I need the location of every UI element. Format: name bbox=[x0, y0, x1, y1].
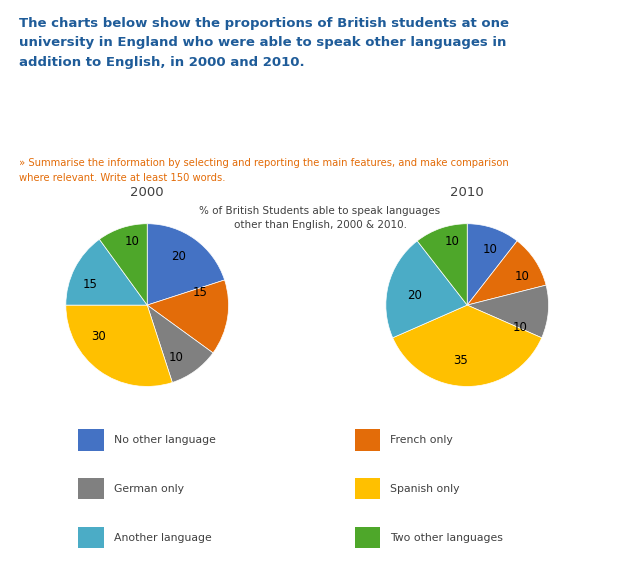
Text: » Summarise the information by selecting and reporting the main features, and ma: » Summarise the information by selecting… bbox=[19, 158, 509, 182]
FancyBboxPatch shape bbox=[355, 527, 381, 548]
Text: Spanish only: Spanish only bbox=[390, 484, 460, 494]
FancyBboxPatch shape bbox=[78, 527, 104, 548]
Text: 10: 10 bbox=[445, 235, 460, 248]
Wedge shape bbox=[417, 224, 467, 305]
Wedge shape bbox=[66, 305, 172, 386]
Text: 20: 20 bbox=[171, 250, 186, 263]
Text: 15: 15 bbox=[193, 286, 207, 299]
Text: 10: 10 bbox=[515, 270, 530, 283]
Text: 30: 30 bbox=[91, 329, 106, 342]
FancyBboxPatch shape bbox=[355, 429, 381, 451]
Wedge shape bbox=[66, 240, 147, 305]
Text: 10: 10 bbox=[168, 351, 183, 364]
Text: 10: 10 bbox=[483, 244, 497, 257]
Text: 20: 20 bbox=[407, 289, 422, 302]
Wedge shape bbox=[467, 285, 548, 338]
FancyBboxPatch shape bbox=[78, 478, 104, 499]
Wedge shape bbox=[147, 280, 228, 353]
Text: The charts below show the proportions of British students at one
university in E: The charts below show the proportions of… bbox=[19, 17, 509, 69]
Text: 10: 10 bbox=[513, 321, 527, 334]
Wedge shape bbox=[99, 224, 147, 305]
Wedge shape bbox=[467, 241, 546, 305]
Wedge shape bbox=[147, 305, 213, 383]
Text: Another language: Another language bbox=[114, 533, 212, 542]
FancyBboxPatch shape bbox=[355, 478, 381, 499]
Wedge shape bbox=[147, 224, 225, 305]
Title: 2000: 2000 bbox=[131, 186, 164, 199]
Title: 2010: 2010 bbox=[451, 186, 484, 199]
Text: 15: 15 bbox=[83, 278, 98, 292]
Text: 35: 35 bbox=[453, 354, 468, 367]
Text: 10: 10 bbox=[125, 235, 140, 248]
Text: German only: German only bbox=[114, 484, 184, 494]
Wedge shape bbox=[393, 305, 541, 386]
Wedge shape bbox=[467, 224, 517, 305]
Text: % of British Students able to speak languages
other than English, 2000 & 2010.: % of British Students able to speak lang… bbox=[200, 206, 440, 230]
Text: No other language: No other language bbox=[114, 435, 216, 445]
Text: French only: French only bbox=[390, 435, 453, 445]
Wedge shape bbox=[386, 241, 467, 338]
Text: Two other languages: Two other languages bbox=[390, 533, 503, 542]
FancyBboxPatch shape bbox=[78, 429, 104, 451]
